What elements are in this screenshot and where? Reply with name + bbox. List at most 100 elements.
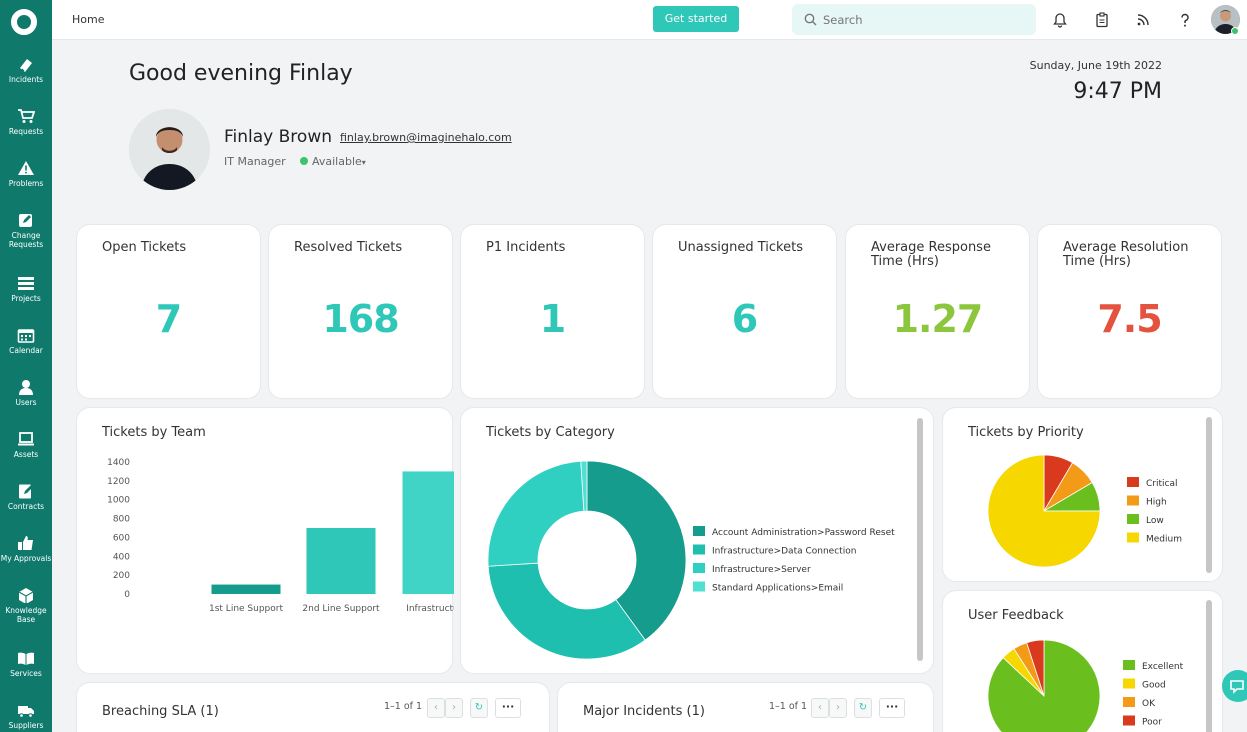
scrollbar[interactable]: [917, 418, 923, 661]
stat-title: Resolved Tickets: [294, 240, 403, 255]
search-input[interactable]: [823, 11, 1023, 29]
y-tick-label: 1400: [107, 458, 130, 468]
sidebar-item-users[interactable]: Users: [0, 379, 52, 407]
stat-title: Open Tickets: [102, 240, 187, 255]
sidebar-item-assets[interactable]: Assets: [0, 431, 52, 459]
bar-2nd-line-support[interactable]: [306, 528, 376, 594]
sidebar: Incidents Requests Problems Change Requests…: [0, 0, 52, 732]
more-options-button[interactable]: ···: [879, 698, 905, 718]
refresh-icon[interactable]: ↻: [854, 698, 872, 718]
legend-label: OK: [1142, 699, 1156, 709]
stat-card-resolved-tickets[interactable]: Resolved Tickets 168: [268, 224, 453, 399]
legend-swatch: [693, 544, 705, 555]
caret-down-icon: ▾: [361, 158, 366, 167]
stat-value: 7.5: [1097, 297, 1162, 341]
bar-infrastructure[interactable]: [402, 471, 455, 594]
legend-label: Account Administration>Password Reset: [712, 528, 895, 538]
slice-standard-applications-email[interactable]: [580, 460, 588, 512]
prev-page-button[interactable]: ‹: [427, 698, 445, 718]
warning-icon: [18, 161, 34, 175]
sidebar-item-label: Projects: [11, 294, 41, 303]
sidebar-item-label: Users: [15, 398, 37, 407]
user-email-link[interactable]: finlay.brown@imaginehalo.com: [340, 131, 512, 144]
sidebar-item-label: Contracts: [7, 502, 45, 511]
slice-excellent[interactable]: [987, 639, 1101, 732]
refresh-icon[interactable]: ↻: [470, 698, 488, 718]
help-icon[interactable]: [1177, 12, 1193, 28]
legend-label: Poor: [1142, 718, 1162, 728]
availability-label: Available: [312, 155, 362, 168]
projects-icon: [18, 277, 34, 290]
sidebar-item-change-requests[interactable]: Change Requests: [0, 212, 52, 249]
legend-label: Infrastructure>Data Connection: [712, 547, 856, 557]
prev-page-button[interactable]: ‹: [811, 698, 829, 718]
sidebar-item-label: Assets: [13, 450, 39, 459]
slice-medium[interactable]: [987, 454, 1101, 568]
next-page-button[interactable]: ›: [445, 698, 463, 718]
legend-label: Standard Applications>Email: [712, 584, 843, 594]
contract-icon: [19, 484, 33, 499]
edit-icon: [19, 214, 32, 227]
user-feedback-chart: Excellent Good OK Poor: [987, 639, 1184, 732]
online-status-dot: [1231, 27, 1239, 35]
slice-infrastructure-data-connection[interactable]: [487, 562, 646, 660]
stat-card-average-response-time-hrs[interactable]: Average Response Time (Hrs) 1.27: [845, 224, 1030, 399]
stat-card-open-tickets[interactable]: Open Tickets 7: [76, 224, 261, 399]
book-icon: [18, 652, 34, 665]
clipboard-icon[interactable]: [1094, 12, 1110, 28]
legend-swatch: [1123, 697, 1135, 707]
slice-infrastructure-server[interactable]: [487, 460, 585, 567]
sidebar-item-calendar[interactable]: Calendar: [0, 327, 52, 355]
sidebar-item-services[interactable]: Services: [0, 650, 52, 678]
sidebar-item-knowledge-base[interactable]: Knowledge Base: [0, 587, 52, 624]
stat-title: Unassigned Tickets: [678, 240, 803, 255]
breadcrumb-home[interactable]: Home: [72, 13, 105, 26]
y-tick-label: 200: [113, 571, 130, 581]
legend-swatch: [693, 526, 705, 536]
sidebar-item-my-approvals[interactable]: My Approvals: [0, 535, 52, 563]
incident-icon: [20, 59, 32, 72]
sidebar-item-suppliers[interactable]: Suppliers: [0, 702, 52, 730]
sidebar-item-label: Requests: [8, 127, 44, 136]
page-title: Good evening Finlay: [129, 61, 353, 86]
user-role: IT Manager: [224, 155, 286, 168]
sidebar-item-label: Calendar: [9, 346, 43, 355]
stat-card-p1-incidents[interactable]: P1 Incidents 1: [460, 224, 645, 399]
major-incidents-panel: Major Incidents (1) 1–1 of 1 ‹ › ↻ ···: [557, 682, 934, 732]
bell-icon[interactable]: [1052, 12, 1068, 28]
stat-title: Average Response Time (Hrs): [871, 240, 991, 269]
current-time: 9:47 PM: [1073, 79, 1162, 104]
availability-dropdown[interactable]: Available▾: [300, 155, 366, 168]
next-page-button[interactable]: ›: [829, 698, 847, 718]
stat-value: 1.27: [892, 297, 984, 341]
scrollbar[interactable]: [1206, 600, 1212, 732]
y-tick-label: 1200: [107, 477, 130, 487]
user-feedback-panel: User Feedback Excellent Good OK Poor: [942, 590, 1223, 732]
sidebar-item-projects[interactable]: Projects: [0, 275, 52, 303]
scrollbar[interactable]: [1206, 417, 1212, 573]
get-started-button[interactable]: Get started: [653, 6, 739, 32]
legend-label: Infrastructure>Server: [712, 565, 811, 575]
bar-1st-line-support[interactable]: [211, 584, 281, 594]
stat-card-average-resolution-time-hrs[interactable]: Average Resolution Time (Hrs) 7.5: [1037, 224, 1222, 399]
halo-logo[interactable]: [11, 9, 37, 35]
chat-button[interactable]: [1222, 670, 1247, 702]
slice-account-administration-password-reset[interactable]: [586, 460, 687, 641]
sidebar-item-problems[interactable]: Problems: [0, 160, 52, 188]
search-box[interactable]: [792, 4, 1036, 35]
sidebar-item-requests[interactable]: Requests: [0, 108, 52, 136]
sidebar-item-contracts[interactable]: Contracts: [0, 483, 52, 511]
stat-card-unassigned-tickets[interactable]: Unassigned Tickets 6: [652, 224, 837, 399]
x-tick-label: 2nd Line Support: [302, 604, 380, 614]
legend-swatch: [1123, 678, 1135, 689]
rss-icon[interactable]: [1135, 12, 1151, 28]
sidebar-item-incidents[interactable]: Incidents: [0, 56, 52, 84]
y-tick-label: 800: [113, 515, 130, 525]
legend-label: Good: [1142, 681, 1166, 691]
legend-label: Critical: [1146, 479, 1177, 489]
slice-poor[interactable]: [1026, 639, 1045, 697]
stat-title: P1 Incidents: [486, 240, 566, 255]
calendar-icon: [17, 329, 35, 343]
panel-title: Tickets by Team: [102, 425, 206, 440]
more-options-button[interactable]: ···: [495, 698, 521, 718]
